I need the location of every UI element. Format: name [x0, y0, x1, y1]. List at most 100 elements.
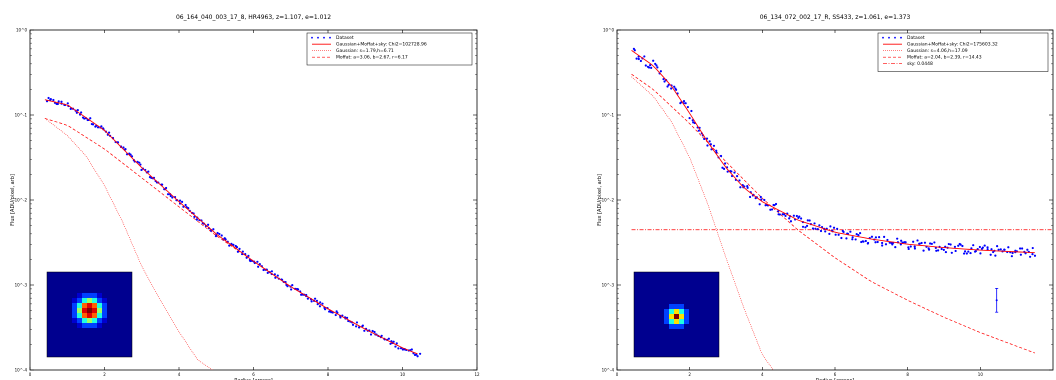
data-point: [849, 230, 852, 233]
data-point: [147, 170, 150, 173]
data-point: [91, 123, 95, 126]
data-point: [274, 276, 277, 279]
x-tick-label: 4: [178, 372, 181, 377]
data-point: [1021, 247, 1024, 250]
data-point: [339, 316, 342, 319]
data-point: [656, 66, 659, 69]
psf-pixel: [82, 308, 87, 313]
data-point: [811, 227, 815, 230]
psf-pixel: [679, 309, 684, 314]
y-tick-label: 10^-2: [15, 198, 28, 203]
data-point: [1029, 255, 1032, 258]
data-point: [916, 239, 919, 242]
data-point: [313, 297, 317, 300]
data-point: [291, 284, 294, 287]
y-tick-label: 10^-2: [602, 198, 615, 203]
psf-pixel: [679, 314, 684, 319]
data-point: [236, 250, 240, 253]
x-axis-label: Radius [arcsec]: [234, 378, 272, 380]
fit-curve: [44, 99, 418, 355]
data-point: [816, 228, 819, 231]
data-point: [840, 236, 843, 240]
y-tick-label: 10^-1: [602, 113, 615, 118]
psf-pixel: [674, 304, 679, 309]
x-tick-label: 6: [252, 372, 255, 377]
data-point: [705, 137, 709, 140]
data-point: [857, 234, 860, 237]
data-point: [66, 102, 69, 105]
data-point: [276, 274, 279, 277]
data-point: [212, 228, 215, 231]
data-point: [184, 203, 187, 207]
psf-pixel: [674, 319, 679, 324]
psf-pixel: [102, 303, 107, 308]
data-point: [363, 329, 366, 332]
data-point: [709, 143, 712, 146]
data-point: [647, 66, 651, 69]
data-point: [89, 117, 92, 120]
data-point: [394, 345, 397, 348]
psf-pixel: [87, 313, 92, 318]
data-point: [193, 215, 196, 219]
data-point: [659, 70, 663, 73]
data-point: [220, 234, 223, 237]
data-point: [913, 245, 916, 248]
data-point: [789, 220, 793, 223]
data-point: [684, 102, 687, 105]
data-point: [273, 273, 276, 276]
data-point: [876, 240, 879, 244]
psf-pixel: [674, 314, 679, 319]
data-point: [851, 238, 854, 241]
psf-pixel: [102, 313, 107, 318]
data-point: [962, 252, 966, 255]
data-point: [235, 246, 239, 249]
y-tick-label: 10^-3: [15, 283, 28, 288]
data-point: [389, 342, 392, 345]
data-point: [798, 215, 801, 218]
x-tick-label: 2: [688, 372, 691, 377]
data-point: [1003, 248, 1006, 251]
data-point: [395, 342, 398, 345]
data-point: [981, 246, 984, 249]
data-point: [703, 137, 706, 141]
psf-pixel: [82, 298, 87, 303]
data-point: [247, 254, 250, 257]
psf-pixel: [97, 308, 102, 313]
data-point: [355, 325, 358, 328]
data-point: [124, 148, 127, 151]
data-point: [686, 105, 690, 109]
data-point: [662, 77, 665, 81]
data-point: [738, 179, 741, 182]
data-point: [107, 131, 111, 134]
y-axis-label: Flux [ADU/pixel, arb]: [10, 174, 16, 226]
data-point: [290, 288, 293, 291]
data-point: [896, 237, 899, 240]
data-point: [967, 250, 970, 253]
psf-pixel: [77, 303, 82, 308]
psf-pixel: [87, 318, 92, 323]
data-point: [983, 244, 986, 247]
data-point: [986, 248, 989, 251]
legend-box: [306, 32, 473, 66]
moffat-curve: [631, 73, 1035, 354]
data-point: [874, 241, 877, 244]
legend-box: [877, 32, 1049, 72]
legend-marker-dataset: [882, 36, 884, 39]
data-point: [851, 236, 854, 239]
y-tick-label: 10^-3: [602, 283, 615, 288]
data-point: [722, 167, 726, 170]
psf-pixel: [102, 308, 107, 313]
data-point: [57, 100, 60, 103]
data-point: [927, 248, 931, 251]
psf-pixel: [92, 298, 97, 303]
data-point: [806, 219, 809, 222]
data-point: [878, 236, 881, 239]
gaussian-curve: [44, 118, 213, 370]
psf-pixel: [77, 323, 82, 328]
data-point: [419, 352, 422, 355]
data-point: [969, 251, 972, 255]
data-point: [1007, 246, 1010, 249]
psf-pixel: [82, 318, 87, 323]
data-point: [76, 109, 79, 112]
